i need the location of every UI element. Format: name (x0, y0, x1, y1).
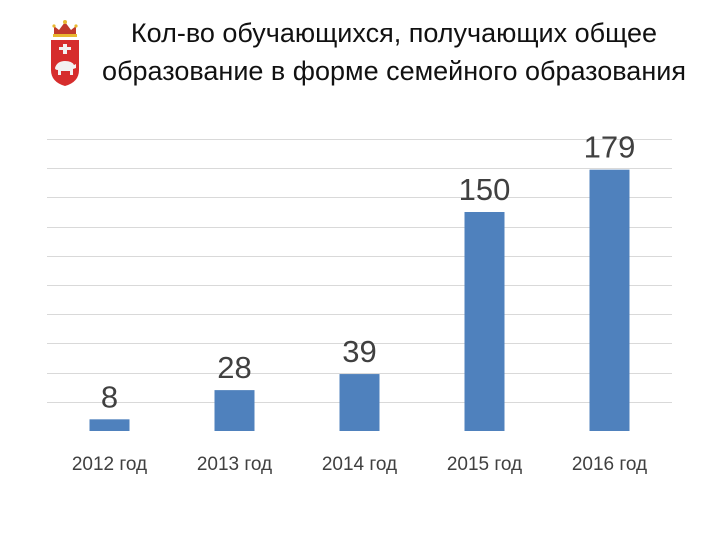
category-labels: 2012 год 2013 год 2014 год 2015 год 2016 год (72, 454, 647, 475)
bar (89, 419, 130, 431)
category-label: 2012 год (72, 454, 147, 475)
bar (464, 212, 505, 431)
bars (89, 169, 630, 431)
data-label: 28 (217, 350, 251, 385)
bar (214, 390, 255, 431)
data-label: 179 (584, 130, 636, 165)
bar (589, 169, 630, 431)
data-labels: 8 28 39 150 179 (101, 130, 635, 415)
category-label: 2015 год (447, 454, 522, 475)
data-label: 8 (101, 379, 118, 414)
gridlines (47, 139, 672, 403)
bar (339, 374, 380, 431)
category-label: 2013 год (197, 454, 272, 475)
data-label: 150 (459, 172, 511, 207)
chart-title: Кол-во обучающихся, получающих общее обр… (102, 18, 686, 86)
perm-krai-coat-of-arms-icon (51, 20, 79, 86)
category-label: 2016 год (572, 454, 647, 475)
category-label: 2014 год (322, 454, 397, 475)
data-label: 39 (342, 334, 376, 369)
